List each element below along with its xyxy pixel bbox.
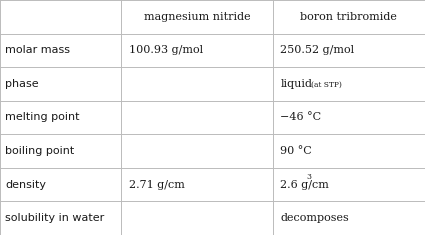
Text: phase: phase bbox=[5, 79, 39, 89]
Text: 2.71 g/cm: 2.71 g/cm bbox=[129, 180, 184, 190]
Text: molar mass: molar mass bbox=[5, 45, 70, 55]
Text: decomposes: decomposes bbox=[280, 213, 349, 223]
Text: 2.6 g/cm: 2.6 g/cm bbox=[280, 180, 329, 190]
Text: 3: 3 bbox=[306, 173, 311, 181]
Text: (at STP): (at STP) bbox=[311, 81, 342, 89]
Text: solubility in water: solubility in water bbox=[5, 213, 105, 223]
Text: liquid: liquid bbox=[280, 79, 312, 89]
Text: magnesium nitride: magnesium nitride bbox=[144, 12, 250, 22]
Text: melting point: melting point bbox=[5, 113, 79, 122]
Text: density: density bbox=[5, 180, 46, 190]
Text: 100.93 g/mol: 100.93 g/mol bbox=[129, 45, 203, 55]
Text: boiling point: boiling point bbox=[5, 146, 74, 156]
Text: 90 °C: 90 °C bbox=[280, 146, 312, 156]
Text: boron tribromide: boron tribromide bbox=[300, 12, 397, 22]
Text: −46 °C: −46 °C bbox=[280, 113, 322, 122]
Text: 250.52 g/mol: 250.52 g/mol bbox=[280, 45, 354, 55]
